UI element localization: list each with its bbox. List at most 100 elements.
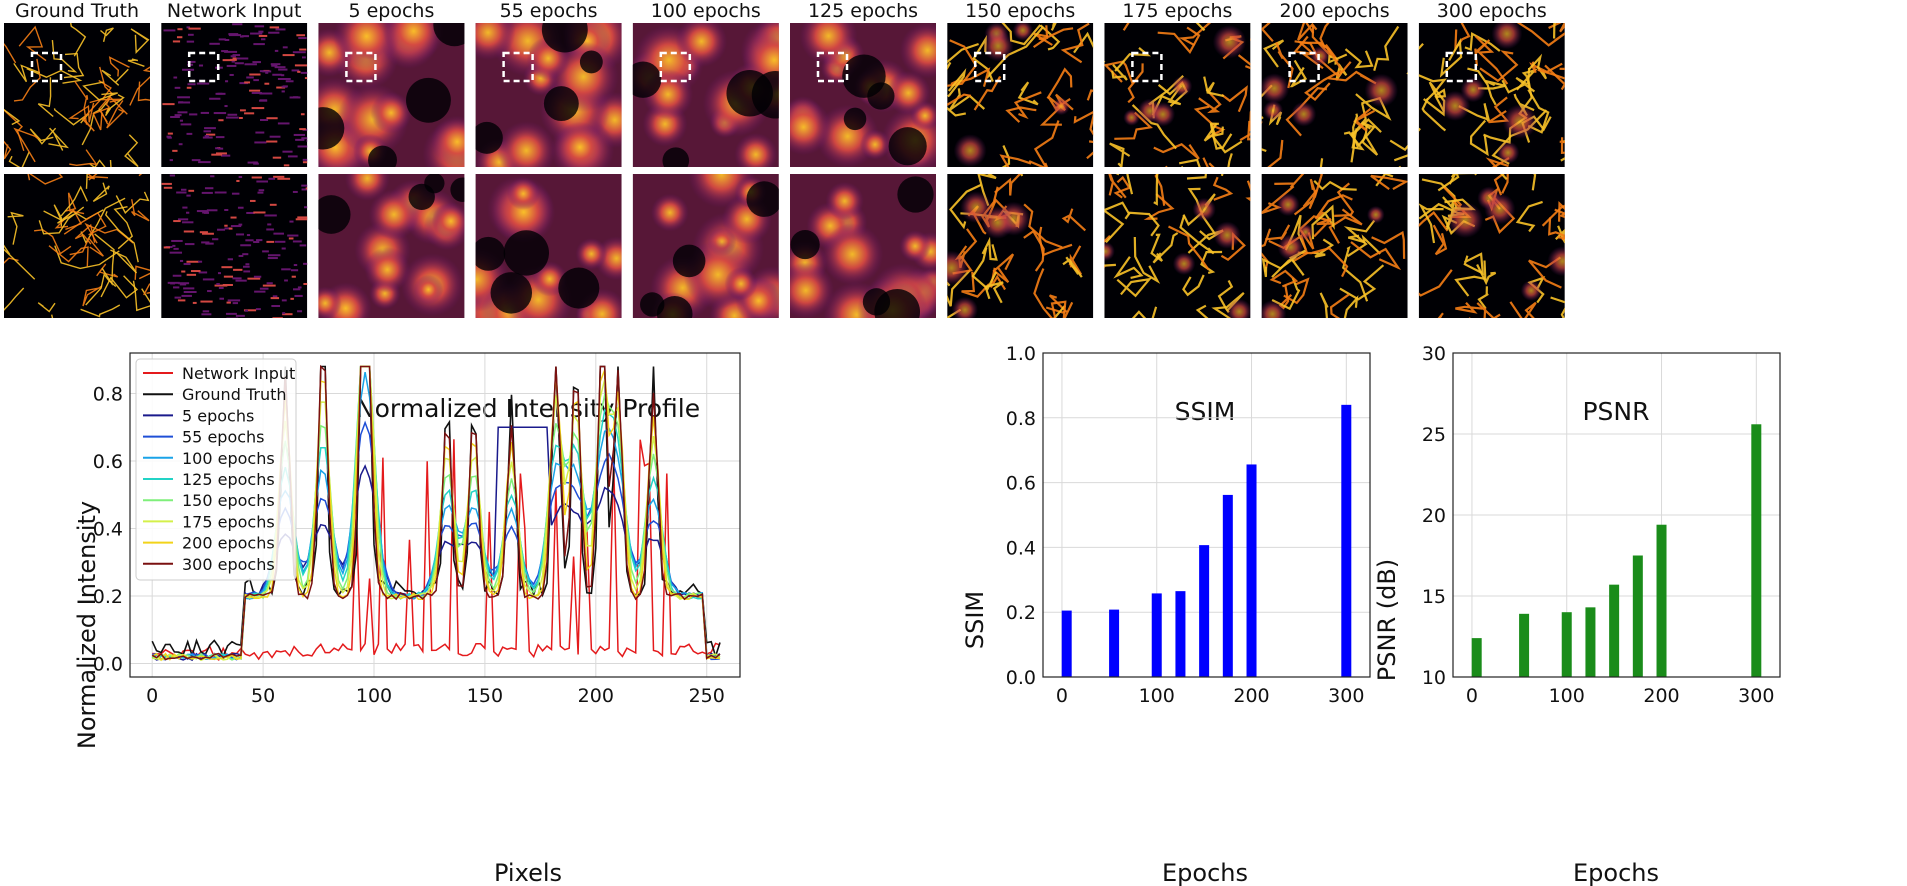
x-tick-label: 50	[251, 685, 275, 707]
noise-pixel	[274, 49, 279, 52]
filament	[1455, 301, 1483, 314]
image-background	[4, 174, 150, 318]
zoom-image	[475, 174, 622, 318]
filament	[48, 127, 70, 151]
noise-pixel	[201, 313, 212, 316]
noise-pixel	[265, 71, 269, 74]
filament	[947, 308, 962, 318]
noise-pixel	[235, 314, 245, 317]
filament	[947, 68, 967, 98]
filament	[1559, 137, 1565, 154]
zoom-image	[4, 174, 150, 318]
blob	[1277, 234, 1304, 261]
filament	[100, 27, 114, 42]
overview-image	[318, 23, 465, 167]
noise-pixel	[304, 77, 308, 80]
blob	[575, 238, 608, 270]
noise-pixel	[215, 147, 219, 150]
noise-pixel	[177, 28, 183, 31]
noise-pixel	[186, 260, 200, 263]
zoom-box	[1131, 51, 1163, 83]
noise-pixel	[173, 247, 179, 250]
filament	[1061, 208, 1087, 232]
noise-pixel	[198, 64, 204, 67]
filament	[108, 56, 130, 77]
image-background	[161, 23, 308, 167]
filament	[84, 222, 134, 244]
noise-pixel	[255, 308, 261, 311]
noise-pixel	[258, 30, 264, 33]
noise-pixel	[174, 296, 182, 299]
bar	[1175, 591, 1186, 677]
noise-pixel	[203, 130, 211, 133]
filament	[1033, 268, 1054, 318]
noise-pixel	[266, 282, 273, 285]
legend-label: Ground Truth	[182, 385, 287, 404]
noise-pixel	[254, 290, 266, 293]
blob	[1212, 25, 1247, 59]
zoom-box	[1445, 51, 1478, 83]
blob	[1491, 23, 1523, 50]
y-tick-label: 0.6	[93, 451, 123, 473]
profile-legend: Network Input Ground Truth 5 epochs 55 epoc…	[135, 358, 297, 581]
blob	[1213, 221, 1241, 249]
blob	[651, 193, 689, 232]
noise-pixel	[181, 294, 192, 297]
noise-pixel	[301, 56, 306, 59]
noise-pixel	[245, 239, 254, 242]
plot-frame	[129, 352, 741, 678]
image-column: 125 epochs	[790, 0, 936, 318]
bar	[1609, 584, 1620, 677]
legend-entry: 200 epochs	[143, 534, 275, 553]
noise-pixel	[189, 113, 198, 116]
noise-pixel	[303, 262, 308, 265]
noise-pixel	[203, 211, 210, 214]
noise-pixel	[169, 159, 173, 162]
noise-pixel	[184, 243, 195, 246]
dark-spot	[503, 230, 550, 276]
noise-pixel	[272, 317, 283, 318]
noise-pixel	[253, 275, 262, 278]
filament	[1485, 157, 1509, 167]
noise-pixel	[230, 216, 237, 219]
noise-pixel	[179, 119, 184, 122]
bar	[1109, 609, 1120, 677]
filament	[973, 76, 1002, 111]
y-tick-label: 0.2	[1006, 602, 1036, 624]
noise-pixel	[199, 231, 208, 234]
dark-spot	[543, 86, 579, 122]
x-tick-label: 150	[467, 685, 503, 707]
noise-pixel	[254, 25, 265, 28]
noise-pixel	[297, 145, 308, 148]
blob	[554, 121, 606, 167]
noise-pixel	[191, 159, 201, 162]
legend-label: 55 epochs	[182, 428, 265, 447]
dark-spot	[672, 244, 706, 278]
noise-pixel	[226, 116, 239, 119]
filament	[1124, 211, 1160, 237]
filament	[8, 155, 21, 167]
blob	[1104, 241, 1115, 262]
noise-pixel	[205, 242, 214, 245]
bar	[1341, 404, 1352, 677]
blob	[1291, 101, 1317, 127]
y-tick-label: 0.4	[93, 519, 123, 541]
panel-label: 175 epochs	[1122, 0, 1232, 22]
legend-entry: Ground Truth	[143, 385, 287, 404]
noise-pixel	[253, 43, 265, 46]
noise-pixel	[289, 96, 301, 99]
filament	[1515, 200, 1543, 233]
profile-title: Normalized Intensity Profile	[356, 394, 700, 423]
bar	[1061, 610, 1072, 677]
filament	[1464, 32, 1501, 52]
y-tick-label: 0.8	[93, 384, 123, 406]
noise-pixel	[246, 234, 251, 237]
blob	[1502, 104, 1538, 139]
noise-pixel	[252, 61, 261, 64]
zoom-box	[187, 51, 220, 83]
noise-pixel	[186, 86, 192, 89]
noise-pixel	[302, 161, 308, 164]
noise-pixel	[178, 101, 191, 104]
filament	[1154, 174, 1166, 206]
